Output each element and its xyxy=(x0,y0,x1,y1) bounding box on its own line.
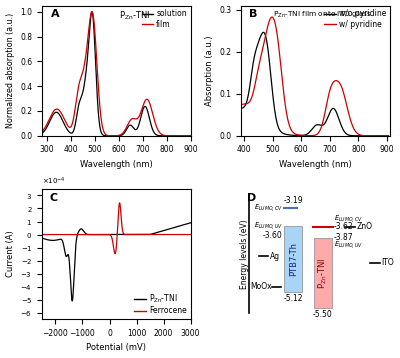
Text: -3.19: -3.19 xyxy=(284,197,303,205)
Y-axis label: Normalized absorption (a.u.): Normalized absorption (a.u.) xyxy=(6,13,14,128)
Text: D: D xyxy=(247,193,256,203)
Text: MoOx: MoOx xyxy=(250,282,272,291)
Text: Energy levels (eV): Energy levels (eV) xyxy=(240,219,249,289)
Text: C: C xyxy=(49,193,58,203)
Text: P$_\mathregular{Zn}$-TNI: P$_\mathregular{Zn}$-TNI xyxy=(317,257,329,289)
Text: -3.87: -3.87 xyxy=(334,233,354,242)
Text: -3.60: -3.60 xyxy=(263,231,283,240)
Legend: w/o pyridine, w/ pyridine: w/o pyridine, w/ pyridine xyxy=(324,9,386,29)
Text: PTB7-Th: PTB7-Th xyxy=(289,242,298,276)
Text: P$_\mathregular{Zn}$-TNI: P$_\mathregular{Zn}$-TNI xyxy=(118,9,150,22)
Text: P$_\mathregular{Zn}$-TNI film onto ITO glass: P$_\mathregular{Zn}$-TNI film onto ITO g… xyxy=(273,9,372,20)
Text: A: A xyxy=(51,9,60,19)
Text: ZnO: ZnO xyxy=(356,222,372,231)
Text: $E_\mathregular{LUMO, UV}$: $E_\mathregular{LUMO, UV}$ xyxy=(334,240,363,251)
Bar xyxy=(284,226,302,292)
Text: ITO: ITO xyxy=(381,258,394,267)
Text: -5.50: -5.50 xyxy=(313,310,333,319)
Text: $E_\mathregular{LUMO, UV}$: $E_\mathregular{LUMO, UV}$ xyxy=(254,220,283,232)
Text: $E_\mathregular{LUMO, CV}$: $E_\mathregular{LUMO, CV}$ xyxy=(334,213,363,224)
X-axis label: Wavelength (nm): Wavelength (nm) xyxy=(279,160,352,169)
Text: -5.12: -5.12 xyxy=(284,294,303,303)
Y-axis label: Absorption (a.u.): Absorption (a.u.) xyxy=(205,35,214,106)
Text: -3.62: -3.62 xyxy=(334,222,354,231)
Legend: P$_\mathregular{Zn}$-TNI, Ferrocene: P$_\mathregular{Zn}$-TNI, Ferrocene xyxy=(134,293,187,315)
Y-axis label: Current (A): Current (A) xyxy=(6,231,15,277)
X-axis label: Potential (mV): Potential (mV) xyxy=(86,343,146,352)
Text: Ag: Ag xyxy=(270,252,280,261)
Text: $E_\mathregular{LUMO, CV}$: $E_\mathregular{LUMO, CV}$ xyxy=(254,202,283,214)
Text: B: B xyxy=(249,9,257,19)
Legend: solution, film: solution, film xyxy=(142,9,187,29)
X-axis label: Wavelength (nm): Wavelength (nm) xyxy=(80,160,153,169)
Bar xyxy=(314,238,332,308)
